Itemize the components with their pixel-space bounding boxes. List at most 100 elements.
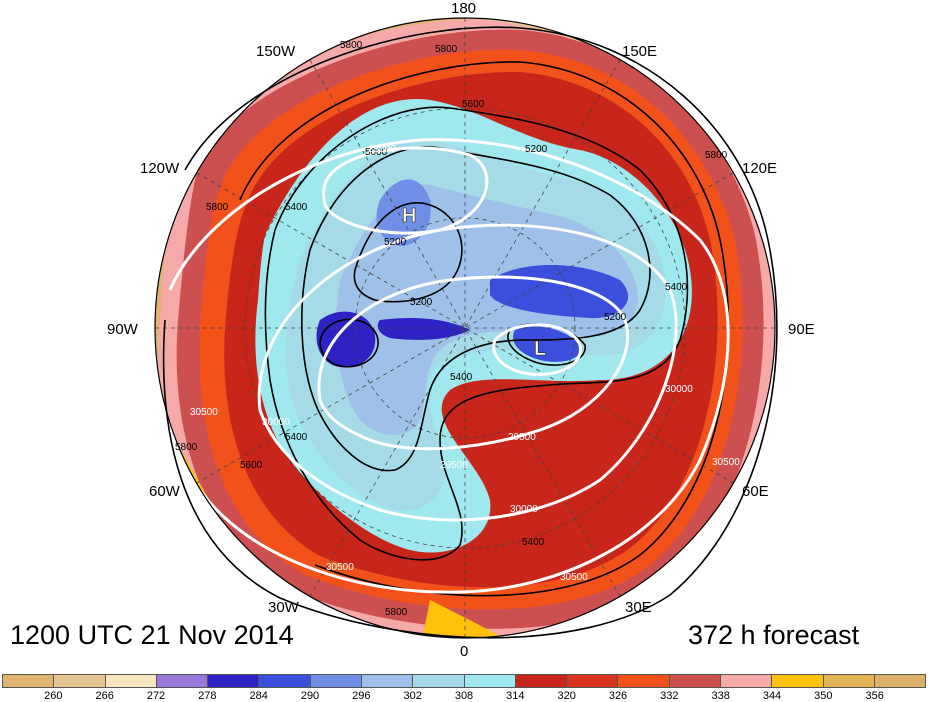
colorbar-tick-label: 320 <box>557 690 576 702</box>
lon-label-120w: 120W <box>140 160 180 177</box>
label-5800: 5800 <box>340 40 363 51</box>
colorbar-tick-label: 284 <box>249 690 268 702</box>
forecast-hour-label: 372 h forecast <box>688 620 860 650</box>
colorbar-swatch <box>720 675 773 687</box>
colorbar-tick-label: 260 <box>44 690 63 702</box>
lon-label-150e: 150E <box>622 43 657 60</box>
lon-label-30w: 30W <box>268 599 300 616</box>
colorbar-swatch <box>156 675 209 687</box>
label-5200: 5200 <box>410 297 433 308</box>
label-5200: 5200 <box>384 237 407 248</box>
lon-label-90e: 90E <box>788 321 815 338</box>
label-5800: 5800 <box>435 44 458 55</box>
latitude-circle-inner <box>354 217 576 439</box>
valid-time-label: 1200 UTC 21 Nov 2014 <box>10 620 294 650</box>
colorbar-swatch <box>3 675 55 687</box>
latitude-circle-outer <box>244 107 686 549</box>
colorbar-swatch <box>618 675 670 687</box>
contour-29000-l <box>492 323 582 376</box>
colorbar <box>2 674 926 688</box>
colorbar-swatch <box>464 675 516 687</box>
label-30000: 30000 <box>510 504 538 515</box>
label-5200: 5200 <box>604 312 627 323</box>
shade-pale-blue <box>336 184 639 435</box>
contour-5000 <box>353 202 463 303</box>
label-30500: 30500 <box>560 572 588 583</box>
longitude-labels: 180 150W 150E 120W 120E 90W 90E 60W 60E … <box>107 0 815 660</box>
colorbar-tick-label: 308 <box>454 690 474 702</box>
colorbar-tick-label: 344 <box>762 690 782 702</box>
colorbar-tick-label: 296 <box>352 690 371 702</box>
lon-label-120e: 120E <box>742 160 777 177</box>
label-5800: 5800 <box>385 607 408 618</box>
contour-29500 <box>317 275 629 451</box>
shade-blue-1 <box>376 179 431 246</box>
colorbar-tick-label: 266 <box>95 690 114 702</box>
label-30500: 30500 <box>326 562 354 573</box>
contour-30500 <box>168 138 730 594</box>
label-5800: 5800 <box>705 150 728 161</box>
lon-label-180: 180 <box>451 0 476 17</box>
contour-5800-outer <box>162 26 778 639</box>
colorbar-swatch <box>669 675 721 687</box>
colorbar-swatch <box>567 675 619 687</box>
thickness-contours <box>168 138 730 594</box>
colorbar-tick-label: 350 <box>814 690 833 702</box>
lon-label-60w: 60W <box>149 483 181 500</box>
lon-label-150w: 150W <box>256 43 296 60</box>
colorbar-tick-label: 338 <box>711 690 730 702</box>
label-30500: 30500 <box>190 407 218 418</box>
colorbar-swatch <box>874 675 926 687</box>
contour-5600 <box>239 61 730 597</box>
label-5800: 5800 <box>206 202 229 213</box>
label-5800: 5800 <box>175 442 198 453</box>
label-5000: 5000 <box>365 147 388 158</box>
low-pressure-marker: L <box>534 338 546 360</box>
shade-deep-blue-3 <box>377 318 470 340</box>
colorbar-swatch <box>105 675 157 687</box>
label-30500: 30500 <box>712 457 740 468</box>
label-5400: 5400 <box>522 537 545 548</box>
shade-deep-blue-1 <box>316 311 376 368</box>
colorbar-tick-label: 332 <box>660 690 679 702</box>
high-pressure-marker: H <box>402 205 416 227</box>
height-contour-labels: 5800 5800 5800 5800 5800 5800 5600 5600 … <box>175 40 728 618</box>
lon-label-60e: 60E <box>742 483 769 500</box>
label-30000: 30000 <box>262 417 290 428</box>
colorbar-tick-label: 278 <box>198 690 217 702</box>
map-border <box>154 17 776 639</box>
colorbar-swatch <box>54 675 106 687</box>
colorbar-swatch <box>413 675 465 687</box>
colorbar-swatch <box>208 675 260 687</box>
label-5400: 5400 <box>450 372 473 383</box>
label-5600: 5600 <box>240 460 263 471</box>
label-29500: 29500 <box>508 432 536 443</box>
label-5400: 5400 <box>285 432 308 443</box>
colorbar-swatch <box>823 675 875 687</box>
colorbar-tick-label: 272 <box>146 690 166 702</box>
lon-label-90w: 90W <box>107 321 139 338</box>
meridian-150 <box>309 59 621 597</box>
label-30000: 30000 <box>665 384 693 395</box>
label-29000: 29000 <box>368 144 396 155</box>
lon-label-0: 0 <box>460 643 468 660</box>
colorbar-tick-label: 290 <box>300 690 320 702</box>
colorbar-swatch <box>259 675 311 687</box>
colorbar-tick-label: 356 <box>865 690 884 702</box>
lon-label-30e: 30E <box>625 599 652 616</box>
label-5400: 5400 <box>665 282 688 293</box>
contour-30000 <box>257 223 678 522</box>
colorbar-swatch <box>772 675 824 687</box>
label-5400: 5400 <box>285 202 308 213</box>
shade-deep-blue-2 <box>512 326 581 362</box>
colorbar-tick-label: 314 <box>506 690 525 702</box>
meridian-30 <box>309 59 621 597</box>
label-5200: 5200 <box>525 144 548 155</box>
colorbar-tick-label: 302 <box>403 690 422 702</box>
colorbar-swatch <box>361 675 414 687</box>
contour-29000-h <box>322 146 489 235</box>
colorbar-swatch <box>310 675 362 687</box>
label-5600: 5600 <box>462 99 485 110</box>
colorbar-tick-label: 326 <box>608 690 628 702</box>
